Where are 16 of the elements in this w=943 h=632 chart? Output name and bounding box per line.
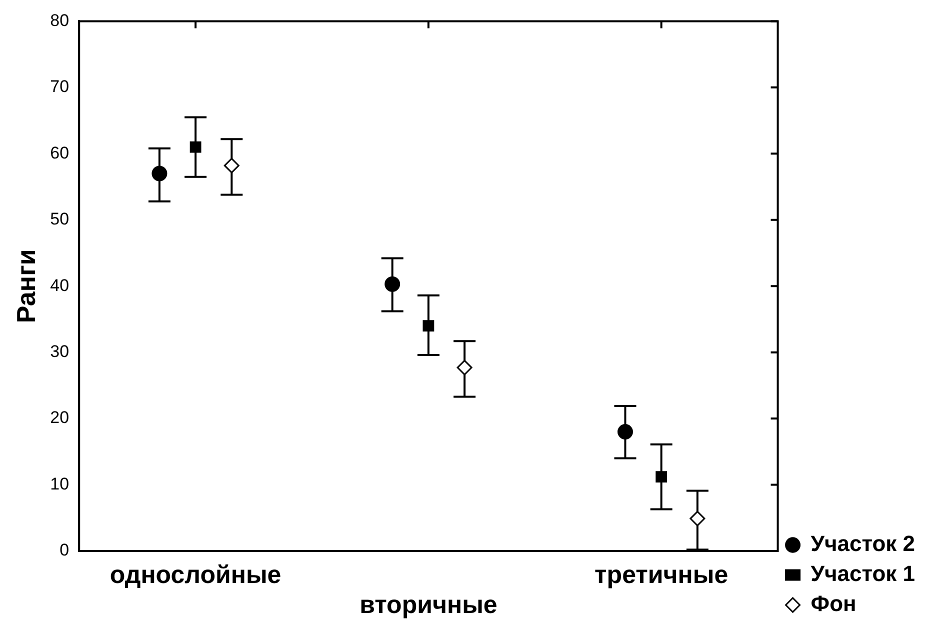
y-tick-label: 20 (50, 408, 70, 428)
y-tick-label: 70 (50, 77, 70, 96)
y-tick-label: 10 (50, 474, 70, 494)
y-tick-label: 50 (50, 210, 70, 229)
y-tick-label: 0 (60, 540, 70, 560)
x-tick-label: третичные (594, 560, 728, 589)
legend-label: Участок 2 (810, 531, 916, 556)
x-tick-label: вторичные (360, 590, 498, 619)
legend-label: Участок 1 (810, 561, 916, 586)
y-tick-label: 30 (50, 342, 70, 362)
y-tick-label: 80 (50, 10, 70, 30)
y-axis-title: Ранги (10, 249, 41, 324)
y-tick-label: 40 (50, 276, 70, 295)
y-tick-label: 60 (50, 143, 70, 162)
x-tick-label: однослойные (110, 560, 282, 589)
legend-label: Фон (810, 591, 856, 616)
